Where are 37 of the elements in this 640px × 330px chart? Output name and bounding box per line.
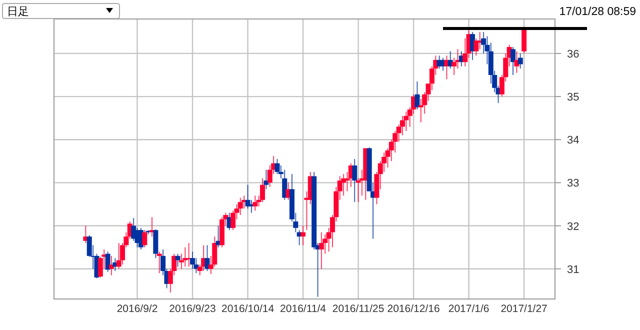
candlestick (352, 158, 358, 203)
x-tick-label: 2017/1/27 (500, 303, 548, 315)
candlestick (153, 228, 158, 259)
candlestick (274, 158, 280, 175)
candlestick (404, 111, 409, 132)
candlestick (116, 242, 122, 270)
candlestick (204, 244, 210, 272)
candlestick (190, 251, 196, 270)
candlestick (414, 80, 420, 110)
x-tick-label: 2016/11/25 (332, 303, 384, 315)
y-tick-label: 32 (567, 220, 580, 233)
candlestick (156, 251, 162, 274)
y-tick-label: 35 (567, 92, 580, 104)
x-tick-label: 2017/1/6 (448, 303, 490, 315)
candlestick (518, 52, 523, 70)
x-tick-label: 2016/11/4 (280, 303, 326, 315)
candlestick (175, 253, 180, 268)
x-tick-label: 2016/12/16 (387, 303, 440, 315)
candlestick (318, 232, 324, 270)
y-tick-label: 31 (567, 264, 580, 276)
candlestick (264, 169, 269, 190)
candlestick (238, 197, 243, 216)
candlestick (510, 46, 516, 76)
candlestick (108, 255, 114, 276)
x-tick-label: 2016/9/23 (169, 303, 216, 315)
x-tick-label: 2016/9/2 (116, 303, 158, 315)
text: 17/01/28 08:59 (559, 6, 636, 18)
candlestick (300, 225, 306, 246)
candlestick (252, 195, 258, 212)
y-tick-label: 33 (567, 178, 580, 190)
candlestick (260, 178, 266, 203)
y-tick-label: 34 (567, 134, 580, 147)
x-tick-label: 2016/10/14 (221, 303, 274, 315)
candlestick (142, 230, 148, 248)
candlestick (282, 169, 288, 200)
text: 日足 (7, 6, 29, 18)
y-tick-label: 36 (567, 48, 580, 60)
